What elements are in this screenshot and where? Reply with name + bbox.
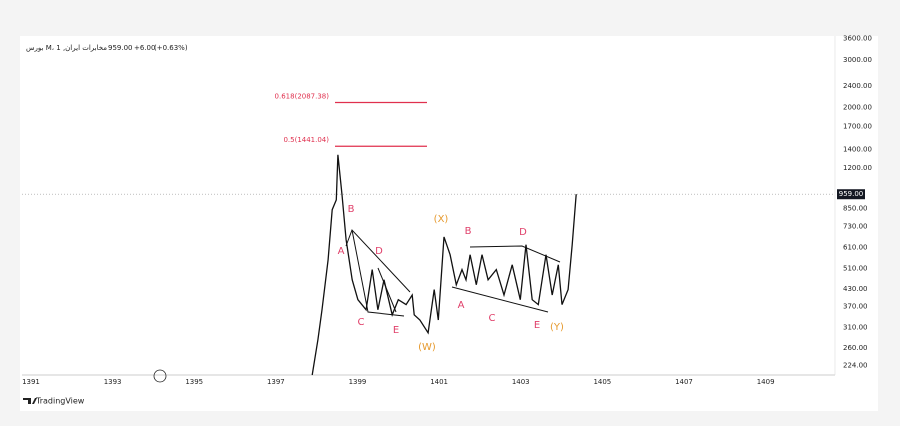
trendline (469, 245, 561, 263)
x-tick-label: 1395 (185, 378, 203, 386)
wave-label: (Y) (550, 322, 564, 333)
y-tick-label: 2400.00 (843, 82, 872, 90)
price-line (311, 154, 577, 376)
marker-circle (153, 369, 167, 383)
y-tick-label: 730.00 (843, 222, 868, 230)
wave-label: C (489, 313, 496, 324)
y-tick-label: 610.00 (843, 244, 868, 252)
wave-label: B (465, 226, 472, 237)
x-tick-label: 1397 (267, 378, 285, 386)
y-tick-label: 430.00 (843, 285, 868, 293)
wave-label: C (358, 317, 365, 328)
wave-label: B (348, 204, 355, 215)
y-tick-label: 1400.00 (843, 146, 872, 154)
fib-label: 0.5(1441.04) (283, 136, 329, 144)
panel (20, 36, 878, 411)
x-tick-label: 1407 (675, 378, 693, 386)
wave-label: (X) (434, 214, 449, 225)
x-tick-label: 1391 (22, 378, 40, 386)
wave-label: D (519, 227, 527, 238)
y-tick-label: 850.00 (843, 204, 868, 212)
y-tick-label: 1700.00 (843, 123, 872, 131)
wave-label: D (375, 246, 383, 257)
trendline (451, 286, 549, 313)
x-tick-label: 1405 (593, 378, 611, 386)
last-price-box (837, 189, 865, 200)
y-tick-label: 3600.00 (843, 34, 872, 42)
brand: TradingView (35, 397, 85, 406)
y-tick-label: 2000.00 (843, 104, 872, 112)
x-tick-label: 1403 (512, 378, 530, 386)
y-tick-label: 510.00 (843, 265, 868, 273)
x-tick-label: 1393 (104, 378, 122, 386)
y-tick-label: 224.00 (843, 362, 868, 370)
last-price: 959.00 (108, 44, 133, 52)
wave-label: (W) (418, 342, 436, 353)
last-price-axis-label: 959.00 (839, 190, 864, 198)
y-tick-label: 1200.00 (843, 164, 872, 172)
symbol-title: مخابرات ایران, 1 ،M بورس (26, 44, 107, 52)
fib-label: 0.618(2087.38) (275, 93, 330, 101)
x-tick-label: 1399 (349, 378, 367, 386)
wave-label: E (393, 325, 399, 336)
change: +6.00 (134, 44, 155, 52)
wave-label: A (458, 300, 465, 311)
y-tick-label: 370.00 (843, 303, 868, 311)
y-tick-label: 310.00 (843, 323, 868, 331)
brand-logo (23, 398, 37, 404)
wave-label: E (534, 320, 540, 331)
x-tick-label: 1409 (757, 378, 775, 386)
y-tick-label: 3000.00 (843, 56, 872, 64)
y-tick-label: 260.00 (843, 344, 868, 352)
wave-label: A (338, 246, 345, 257)
change-pct: (+0.63%) (154, 44, 188, 52)
x-tick-label: 1401 (430, 378, 448, 386)
